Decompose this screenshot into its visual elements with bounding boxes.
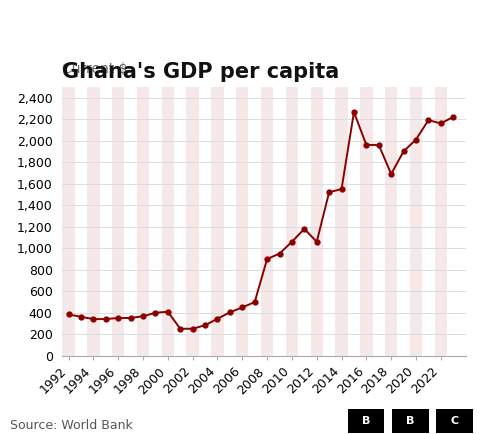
Bar [87,87,100,356]
Bar [360,87,372,356]
Bar [410,87,422,356]
Text: B: B [362,416,371,426]
Bar [385,87,397,356]
Bar [336,87,348,356]
Text: Current $: Current $ [62,62,128,76]
Text: Ghana's GDP per capita: Ghana's GDP per capita [62,62,340,82]
Text: C: C [450,416,458,426]
Text: Source: World Bank: Source: World Bank [10,419,132,432]
Bar [186,87,199,356]
Bar [311,87,323,356]
Bar [62,87,75,356]
Bar [236,87,249,356]
Bar [348,409,384,433]
Bar [137,87,149,356]
Bar [392,409,429,433]
Bar [112,87,124,356]
Bar [286,87,298,356]
Bar [211,87,224,356]
Bar [162,87,174,356]
Bar [436,409,473,433]
Bar [434,87,447,356]
Bar [261,87,273,356]
Text: B: B [406,416,415,426]
